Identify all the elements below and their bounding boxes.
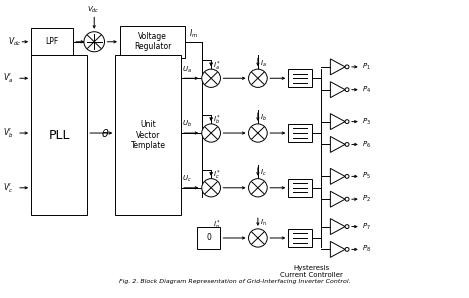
- Text: Voltage
Regulator: Voltage Regulator: [134, 32, 171, 52]
- Polygon shape: [330, 219, 345, 235]
- Text: $I_a^*$: $I_a^*$: [212, 59, 220, 73]
- Text: Hysteresis
Current Controller: Hysteresis Current Controller: [280, 265, 343, 278]
- Text: $V_a^{\prime}$: $V_a^{\prime}$: [3, 72, 13, 85]
- Circle shape: [345, 247, 349, 251]
- Text: $V_c^{\prime}$: $V_c^{\prime}$: [3, 181, 13, 195]
- Circle shape: [249, 69, 267, 87]
- Bar: [288, 179, 312, 197]
- Bar: [288, 124, 312, 142]
- Circle shape: [202, 179, 220, 197]
- Text: $V_{dc}$: $V_{dc}$: [8, 35, 21, 48]
- Text: $P_1$: $P_1$: [362, 62, 371, 72]
- Text: $U_c$: $U_c$: [182, 174, 192, 184]
- Text: $I_m$: $I_m$: [189, 27, 198, 40]
- Circle shape: [345, 174, 349, 178]
- Polygon shape: [330, 241, 345, 257]
- Polygon shape: [330, 59, 345, 75]
- Text: $V_{dc}$: $V_{dc}$: [87, 5, 99, 15]
- Text: Fig. 2. Block Diagram Representation of Grid-Interfacing Inverter Control.: Fig. 2. Block Diagram Representation of …: [119, 279, 350, 284]
- Polygon shape: [330, 191, 345, 207]
- Text: PLL: PLL: [48, 129, 70, 142]
- Bar: [288, 69, 312, 87]
- Text: $I_n^*$: $I_n^*$: [212, 219, 220, 232]
- Text: $V_b^{\prime}$: $V_b^{\prime}$: [3, 126, 14, 140]
- Text: $I_b$: $I_b$: [260, 113, 267, 123]
- Circle shape: [345, 197, 349, 201]
- Bar: [197, 226, 220, 249]
- Circle shape: [202, 69, 220, 87]
- Text: $P_8$: $P_8$: [362, 244, 371, 254]
- Circle shape: [249, 124, 267, 142]
- Bar: [31, 28, 73, 55]
- Text: $I_c$: $I_c$: [260, 168, 267, 178]
- Text: $U_b$: $U_b$: [182, 119, 192, 129]
- Bar: [115, 55, 181, 215]
- Circle shape: [249, 179, 267, 197]
- Circle shape: [345, 120, 349, 124]
- Text: $P_7$: $P_7$: [362, 221, 371, 232]
- Text: $P_2$: $P_2$: [362, 194, 371, 204]
- Polygon shape: [330, 136, 345, 152]
- Text: LPF: LPF: [45, 37, 59, 46]
- Text: $P_6$: $P_6$: [362, 139, 371, 150]
- Text: $I_b^*$: $I_b^*$: [212, 114, 220, 128]
- Polygon shape: [330, 168, 345, 184]
- Polygon shape: [330, 114, 345, 130]
- Text: $I_n$: $I_n$: [260, 218, 267, 228]
- Circle shape: [249, 229, 267, 247]
- Polygon shape: [330, 82, 345, 98]
- Text: $P_3$: $P_3$: [362, 117, 371, 127]
- Text: $I_c^*$: $I_c^*$: [212, 169, 220, 182]
- Text: Unit
Vector
Template: Unit Vector Template: [130, 120, 166, 150]
- Text: $P_4$: $P_4$: [362, 85, 371, 95]
- Circle shape: [84, 32, 105, 52]
- Text: $I_a$: $I_a$: [260, 58, 267, 69]
- Circle shape: [345, 225, 349, 229]
- Text: $U_a$: $U_a$: [182, 64, 192, 74]
- Circle shape: [345, 88, 349, 91]
- Bar: [120, 26, 185, 58]
- Text: 0: 0: [206, 234, 211, 243]
- Bar: [288, 229, 312, 247]
- Circle shape: [345, 65, 349, 69]
- Circle shape: [345, 142, 349, 146]
- Text: $\theta$: $\theta$: [101, 127, 110, 139]
- Circle shape: [202, 124, 220, 142]
- Text: $P_5$: $P_5$: [362, 171, 371, 181]
- Bar: [31, 55, 87, 215]
